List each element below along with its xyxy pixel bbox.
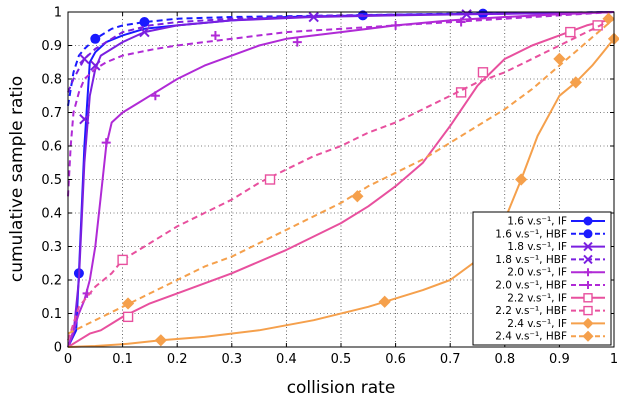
series-marker bbox=[79, 113, 90, 125]
grid bbox=[68, 12, 614, 347]
legend-label: 2.0 v.s⁻¹, HBF bbox=[495, 280, 567, 292]
y-tick-label: 0.8 bbox=[41, 73, 62, 88]
y-tick-label: 0.7 bbox=[41, 106, 62, 121]
legend-label: 1.8 v.s⁻¹, IF bbox=[507, 241, 567, 253]
series-layer bbox=[67, 8, 619, 348]
x-axis-label: collision rate bbox=[287, 378, 396, 398]
series-marker bbox=[122, 311, 134, 323]
legend-label: 1.8 v.s⁻¹, HBF bbox=[495, 254, 567, 266]
series-line bbox=[67, 38, 615, 348]
series-9 bbox=[67, 32, 619, 348]
x-tick-label: 0.6 bbox=[385, 352, 406, 367]
series-marker bbox=[602, 12, 615, 25]
series-line bbox=[67, 11, 615, 197]
series-marker bbox=[378, 295, 391, 308]
series-marker bbox=[79, 53, 90, 65]
series-line bbox=[67, 17, 615, 335]
series-marker bbox=[139, 26, 150, 38]
series-marker bbox=[150, 91, 160, 101]
legend-marker bbox=[583, 216, 593, 226]
series-marker bbox=[308, 11, 319, 23]
series-marker bbox=[90, 60, 101, 71]
x-tick-label: 1 bbox=[610, 352, 618, 367]
series-10 bbox=[67, 12, 615, 335]
y-tick-label: 0.5 bbox=[41, 173, 62, 188]
legend-marker bbox=[582, 317, 594, 329]
legend-label: 2.0 v.s⁻¹, IF bbox=[507, 267, 567, 279]
y-tick-label: 0.9 bbox=[41, 39, 62, 54]
series-line bbox=[67, 17, 615, 348]
series-line bbox=[67, 11, 615, 93]
y-tick-label: 0.1 bbox=[41, 307, 62, 322]
series-marker bbox=[553, 52, 566, 66]
series-marker bbox=[154, 334, 167, 347]
series-5 bbox=[67, 11, 615, 348]
series-marker bbox=[101, 138, 111, 148]
y-tick-label: 0.2 bbox=[41, 274, 62, 289]
x-tick-label: 0.4 bbox=[276, 352, 297, 367]
legend-marker bbox=[583, 241, 593, 252]
series-marker bbox=[139, 17, 150, 28]
legend-marker bbox=[583, 254, 593, 265]
legend-label: 1.6 v.s⁻¹, HBF bbox=[495, 228, 567, 240]
legend-label: 2.4 v.s⁻¹, HBF bbox=[495, 331, 567, 343]
y-axis-label: cumulative sample ratio bbox=[7, 76, 27, 282]
x-tick-label: 0.5 bbox=[331, 352, 352, 367]
ticks: 0 0.1 0.2 0.3 0.4 0.5 0.6 0.7 0.8 0.9 1 0 0.1 0.2 0.3 0… bbox=[41, 6, 618, 368]
series-marker bbox=[461, 9, 472, 20]
legend-marker bbox=[582, 330, 594, 342]
series-marker bbox=[391, 20, 401, 30]
legend-marker bbox=[584, 268, 592, 277]
legend-marker bbox=[583, 305, 593, 316]
series-marker bbox=[351, 190, 364, 203]
series-marker bbox=[264, 174, 276, 185]
y-tick-label: 0.3 bbox=[41, 240, 62, 255]
series-marker bbox=[210, 30, 220, 40]
series-marker bbox=[117, 254, 128, 266]
legend-label: 2.2 v.s⁻¹, HBF bbox=[495, 305, 567, 317]
series-marker bbox=[515, 173, 528, 186]
x-tick-label: 0.2 bbox=[167, 352, 188, 367]
x-tick-label: 0.1 bbox=[112, 352, 133, 367]
x-tick-label: 0.7 bbox=[440, 352, 461, 367]
legend-label: 2.4 v.s⁻¹, IF bbox=[507, 318, 567, 330]
series-marker bbox=[565, 26, 576, 38]
series-marker bbox=[292, 37, 302, 47]
legend-label: 2.2 v.s⁻¹, IF bbox=[507, 292, 567, 304]
x-tick-label: 0 bbox=[64, 352, 72, 367]
y-tick-label: 0 bbox=[54, 341, 62, 356]
legend-label: 1.6 v.s⁻¹, IF bbox=[507, 216, 567, 228]
series-marker bbox=[569, 76, 582, 89]
series-6 bbox=[67, 11, 615, 197]
x-tick-label: 0.9 bbox=[549, 352, 570, 367]
x-tick-label: 0.8 bbox=[494, 352, 515, 367]
series-marker bbox=[121, 297, 135, 310]
legend-marker bbox=[584, 281, 592, 289]
x-tick-label: 0.3 bbox=[221, 352, 242, 367]
y-tick-label: 1 bbox=[54, 6, 62, 21]
y-tick-label: 0.6 bbox=[41, 140, 62, 155]
series-marker bbox=[90, 33, 101, 44]
legend-marker bbox=[583, 229, 593, 239]
y-tick-label: 0.4 bbox=[41, 207, 62, 222]
series-line bbox=[67, 11, 615, 348]
series-marker bbox=[477, 67, 489, 78]
series-4 bbox=[67, 11, 615, 93]
series-8 bbox=[67, 17, 615, 341]
legend-marker bbox=[583, 293, 593, 303]
